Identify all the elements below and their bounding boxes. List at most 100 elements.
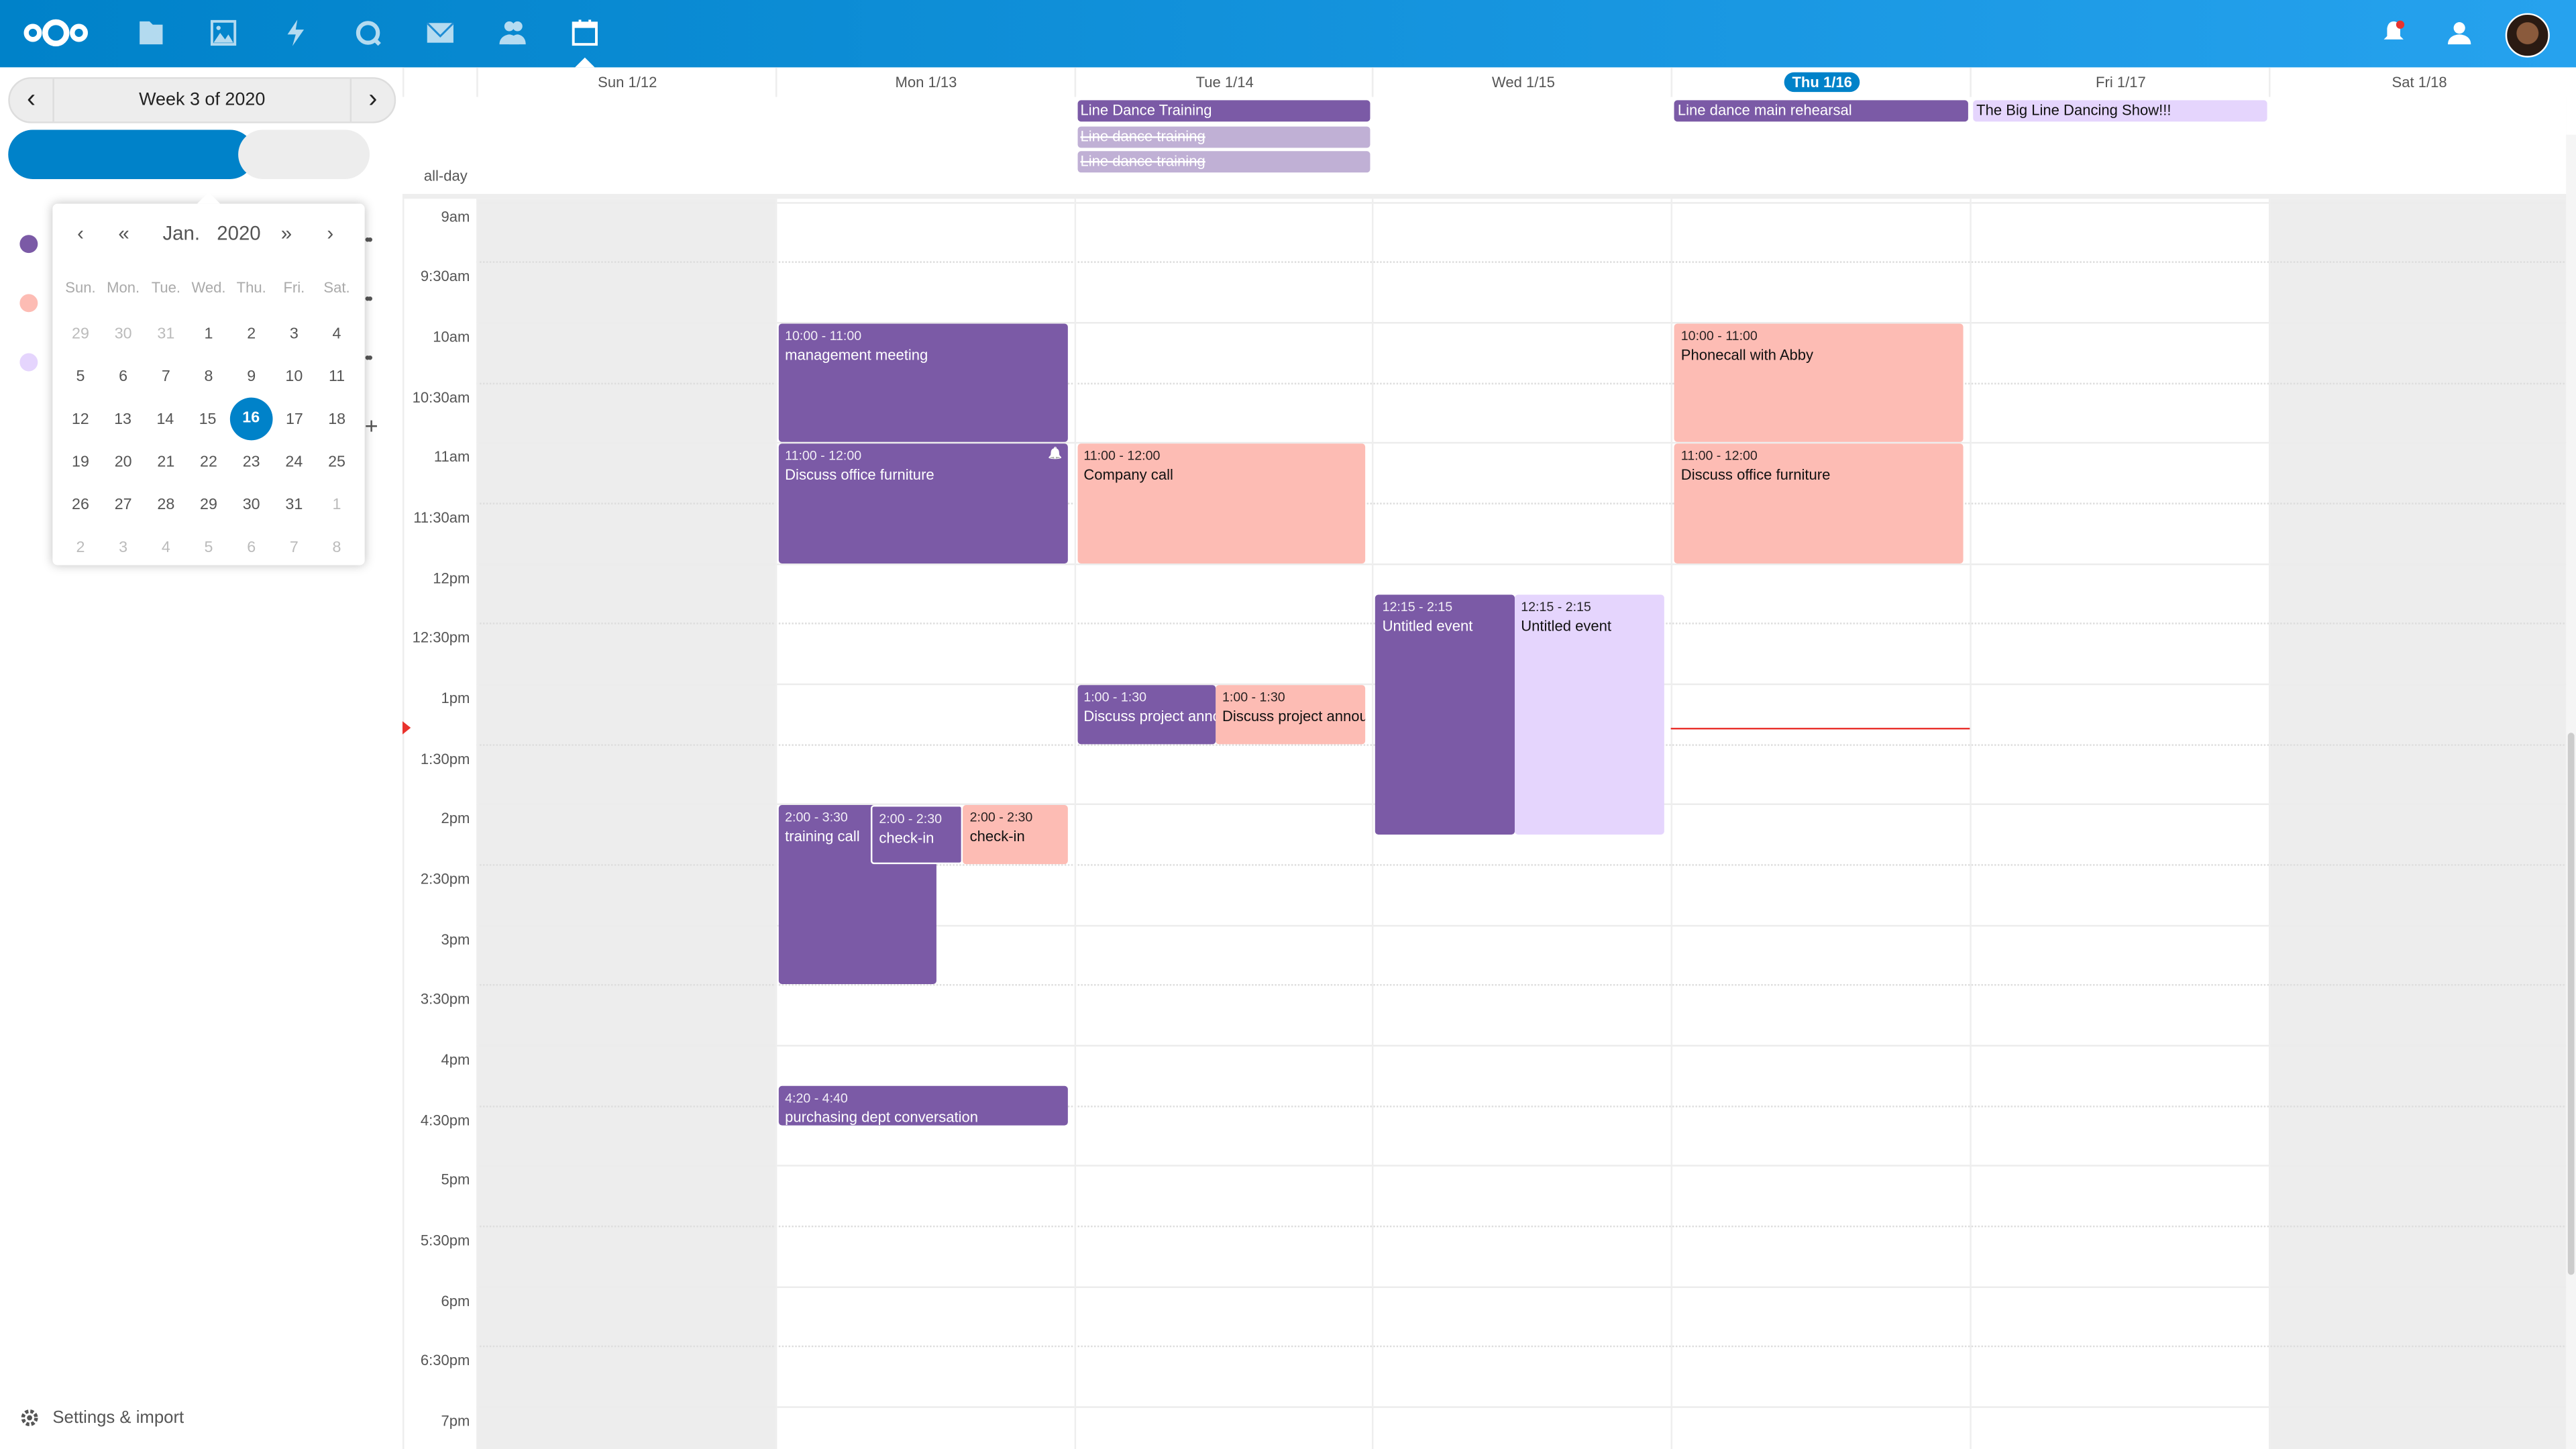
today-button[interactable]	[238, 129, 370, 179]
calendar-color-dot[interactable]	[19, 235, 38, 254]
previous-week-button[interactable]: ‹	[26, 85, 36, 113]
all-day-event[interactable]: Line Dance Training	[1077, 100, 1371, 122]
prev-month-icon[interactable]: ‹	[77, 221, 84, 245]
calendar-event[interactable]: 12:15 - 2:15 Untitled event	[1514, 594, 1665, 835]
day-cell[interactable]: 9	[247, 367, 256, 386]
day-header[interactable]: Wed 1/15	[1372, 67, 1673, 97]
all-day-event[interactable]: Line dance training	[1077, 125, 1371, 148]
day-cell[interactable]: 3	[289, 324, 299, 343]
scrollbar[interactable]	[2566, 134, 2576, 1449]
day-cell[interactable]: 3	[119, 538, 128, 556]
day-cell[interactable]: 30	[242, 495, 260, 514]
day-cell[interactable]: 26	[72, 495, 89, 514]
calendar-color-dot[interactable]	[19, 294, 38, 313]
calendar-event[interactable]: 11:00 - 12:00 Company call	[1077, 444, 1366, 564]
day-cell[interactable]: 1	[332, 495, 341, 514]
settings-import-button[interactable]: Settings & import	[19, 1408, 184, 1428]
day-header[interactable]: Sat 1/18	[2268, 67, 2569, 97]
calendar-event[interactable]: 10:00 - 11:00 management meeting	[778, 323, 1067, 443]
day-cell[interactable]: 17	[285, 410, 303, 428]
day-header[interactable]: Fri 1/17	[1970, 67, 2270, 97]
day-cell[interactable]: 10	[285, 367, 303, 386]
day-cell[interactable]: 22	[200, 452, 217, 471]
day-cell[interactable]: 31	[285, 495, 303, 514]
day-cell[interactable]: 12	[71, 410, 89, 428]
all-day-event[interactable]: Line dance main rehearsal	[1674, 100, 1968, 122]
day-cell[interactable]: 5	[76, 367, 85, 386]
week-label[interactable]: Week 3 of 2020	[52, 78, 352, 122]
time-grid[interactable]: 9am 9:30am 10am 10:30am 11am 11:30am 12pm 12:30…	[402, 67, 2567, 1449]
calendar-actions-icon[interactable]: ••	[364, 231, 373, 250]
day-header[interactable]: Sun 1/12	[476, 67, 777, 97]
day-header[interactable]: Mon 1/13	[775, 67, 1075, 97]
scrollbar-thumb[interactable]	[2567, 733, 2575, 1275]
day-cell[interactable]: 8	[332, 538, 341, 556]
year-label[interactable]: 2020	[217, 221, 261, 245]
new-event-button[interactable]	[8, 129, 255, 179]
next-year-icon[interactable]: »	[280, 221, 292, 245]
prev-year-icon[interactable]: «	[118, 221, 129, 245]
files-app-icon[interactable]	[135, 16, 168, 49]
day-cell[interactable]: 1	[204, 324, 213, 343]
calendar-actions-icon[interactable]: ••	[364, 350, 373, 368]
day-cell[interactable]: 18	[328, 410, 346, 428]
calendar-event[interactable]: 1:00 - 1:30 Discuss project announcement	[1077, 685, 1216, 744]
day-cell[interactable]: 7	[289, 538, 299, 556]
calendar-event[interactable]: 11:00 - 12:00 Discuss office furniture 🔔	[778, 444, 1067, 564]
calendar-event[interactable]: 2:00 - 2:30 check-in	[871, 805, 963, 865]
calendar-app-icon[interactable]	[568, 16, 601, 49]
day-cell[interactable]: 7	[161, 367, 170, 386]
all-day-event[interactable]: The Big Line Dancing Show!!!	[1973, 100, 2267, 122]
day-cell[interactable]: 5	[204, 538, 213, 556]
logo-app-icon[interactable]	[23, 16, 89, 49]
day-cell[interactable]: 30	[114, 324, 132, 343]
calendar-event[interactable]: 12:15 - 2:15 Untitled event	[1375, 594, 1515, 835]
calendar-event[interactable]: 1:00 - 1:30 Discuss project announcement	[1216, 685, 1366, 744]
calendar-actions-icon[interactable]: ••	[364, 290, 373, 309]
all-day-row[interactable]: all-day Line Dance Training Line dance tr…	[402, 97, 2567, 199]
day-cell[interactable]: 21	[157, 452, 175, 471]
day-cell[interactable]: 19	[72, 452, 89, 471]
day-cell[interactable]: 6	[247, 538, 256, 556]
selected-day[interactable]: 16	[229, 397, 273, 441]
month-label[interactable]: Jan.	[162, 221, 201, 245]
day-cell[interactable]: 4	[161, 538, 170, 556]
photos-app-icon[interactable]	[207, 16, 240, 49]
day-cell[interactable]: 23	[242, 452, 260, 471]
day-cell[interactable]: 2	[247, 324, 256, 343]
calendar-event[interactable]: 11:00 - 12:00 Discuss office furniture	[1674, 444, 1964, 564]
day-cell[interactable]: 4	[332, 324, 341, 343]
notifications-icon[interactable]	[2377, 16, 2410, 49]
next-week-button[interactable]: ›	[368, 85, 378, 113]
add-calendar-icon[interactable]: +	[364, 412, 378, 439]
day-cell[interactable]: 14	[156, 410, 174, 428]
day-cell[interactable]: 8	[204, 367, 213, 386]
day-header[interactable]: Thu 1/16	[1671, 67, 1972, 97]
mail-app-icon[interactable]	[424, 16, 457, 49]
day-cell[interactable]: 31	[157, 324, 175, 343]
day-cell[interactable]: 24	[285, 452, 303, 471]
day-cell[interactable]: 15	[199, 410, 217, 428]
day-header[interactable]: Tue 1/14	[1073, 67, 1375, 97]
talk-app-icon[interactable]	[352, 16, 384, 49]
avatar[interactable]	[2505, 13, 2550, 58]
contacts-app-icon[interactable]	[496, 16, 529, 49]
day-cell[interactable]: 20	[114, 452, 132, 471]
day-cell[interactable]: 29	[200, 495, 217, 514]
next-month-icon[interactable]: ›	[327, 221, 334, 245]
activity-app-icon[interactable]	[279, 16, 312, 49]
day-cell[interactable]: 25	[328, 452, 345, 471]
day-cell[interactable]: 13	[114, 410, 131, 428]
day-cell[interactable]: 6	[119, 367, 128, 386]
all-day-event[interactable]: Line dance training	[1077, 151, 1371, 173]
day-cell[interactable]: 29	[72, 324, 89, 343]
day-cell[interactable]: 27	[114, 495, 132, 514]
calendar-color-dot[interactable]	[19, 353, 38, 372]
day-cell[interactable]: 28	[157, 495, 175, 514]
calendar-event[interactable]: 2:00 - 2:30 check-in	[963, 805, 1067, 865]
calendar-event[interactable]: 10:00 - 11:00 Phonecall with Abby	[1674, 323, 1964, 443]
calendar-event[interactable]: 4:20 - 4:40 purchasing dept conversation	[778, 1086, 1067, 1126]
contacts-menu-icon[interactable]	[2443, 16, 2476, 49]
day-cell[interactable]: 2	[76, 538, 85, 556]
day-cell[interactable]: 11	[328, 367, 345, 386]
